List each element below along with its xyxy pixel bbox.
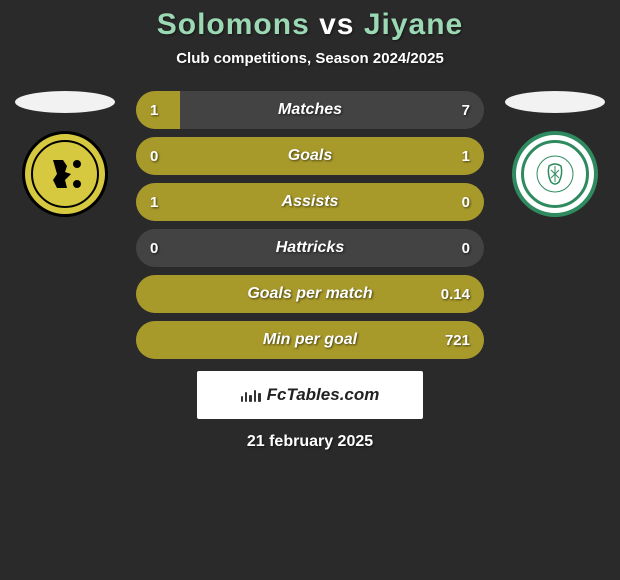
main-row: 1 7 Matches 0 1 Goals 1 0 Assists 0 0 Hattricks 0.14…	[0, 91, 620, 359]
stat-bar-min-per-goal: 721 Min per goal	[136, 321, 484, 359]
stat-value-right: 721	[445, 332, 470, 349]
bar-chart-icon	[241, 388, 261, 402]
stat-value-left: 1	[150, 102, 158, 119]
page-title: Solomons vs Jiyane	[157, 8, 463, 42]
title-left: Solomons	[157, 8, 310, 41]
stat-label: Matches	[278, 101, 342, 119]
left-club-badge	[22, 131, 108, 217]
date-text: 21 february 2025	[247, 433, 373, 451]
stat-value-left: 0	[150, 240, 158, 257]
watermark: FcTables.com	[197, 371, 423, 419]
stat-value-left: 0	[150, 148, 158, 165]
stat-value-right: 0	[462, 194, 470, 211]
right-player-silhouette	[505, 91, 605, 113]
stat-bar-goals: 0 1 Goals	[136, 137, 484, 175]
stat-label: Goals	[288, 147, 332, 165]
stat-label: Assists	[282, 193, 339, 211]
subtitle: Club competitions, Season 2024/2025	[176, 50, 444, 67]
stat-value-left: 1	[150, 194, 158, 211]
stat-label: Hattricks	[276, 239, 344, 257]
left-side-col	[10, 91, 120, 217]
stat-value-right: 0	[462, 240, 470, 257]
stat-bar-hattricks: 0 0 Hattricks	[136, 229, 484, 267]
stat-bar-assists: 1 0 Assists	[136, 183, 484, 221]
title-right: Jiyane	[364, 8, 463, 41]
left-player-silhouette	[15, 91, 115, 113]
right-side-col	[500, 91, 610, 217]
stat-bar-goals-per-match: 0.14 Goals per match	[136, 275, 484, 313]
right-club-badge	[512, 131, 598, 217]
title-vs: vs	[319, 8, 354, 41]
watermark-text: FcTables.com	[267, 385, 380, 405]
stat-value-right: 0.14	[441, 286, 470, 303]
stats-column: 1 7 Matches 0 1 Goals 1 0 Assists 0 0 Hattricks 0.14…	[136, 91, 484, 359]
stat-label: Goals per match	[247, 285, 372, 303]
kaizer-chiefs-icon	[31, 140, 99, 208]
stat-label: Min per goal	[263, 331, 357, 349]
stat-value-right: 1	[462, 148, 470, 165]
bloemfontein-celtic-icon	[521, 140, 589, 208]
stat-value-right: 7	[462, 102, 470, 119]
stat-bar-matches: 1 7 Matches	[136, 91, 484, 129]
comparison-infographic: Solomons vs Jiyane Club competitions, Se…	[0, 0, 620, 580]
